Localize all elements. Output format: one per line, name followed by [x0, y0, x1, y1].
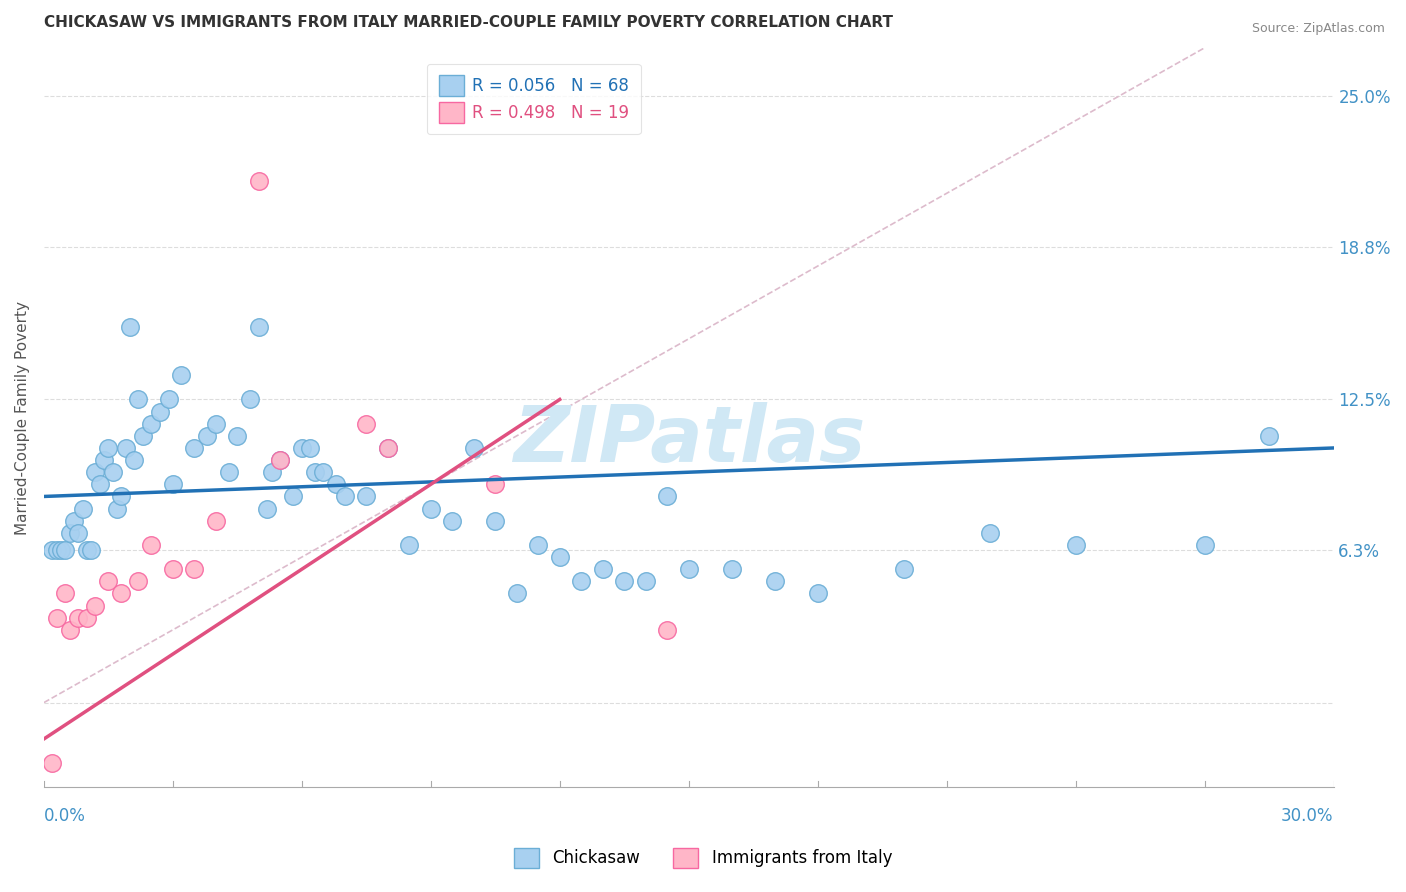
- Point: [463, 441, 485, 455]
- Point: [41, 756, 63, 771]
- Point: [205, 417, 228, 431]
- Point: [419, 501, 441, 516]
- Point: [149, 404, 172, 418]
- Point: [84, 599, 107, 613]
- Point: [325, 477, 347, 491]
- Point: [893, 562, 915, 576]
- Point: [122, 453, 145, 467]
- Point: [239, 392, 262, 407]
- Point: [1194, 538, 1216, 552]
- Text: CHICKASAW VS IMMIGRANTS FROM ITALY MARRIED-COUPLE FAMILY POVERTY CORRELATION CHA: CHICKASAW VS IMMIGRANTS FROM ITALY MARRI…: [44, 15, 893, 30]
- Point: [105, 501, 128, 516]
- Point: [226, 429, 249, 443]
- Text: 30.0%: 30.0%: [1281, 807, 1333, 825]
- Point: [97, 441, 120, 455]
- Point: [256, 501, 278, 516]
- Text: 0.0%: 0.0%: [44, 807, 86, 825]
- Point: [1064, 538, 1087, 552]
- Point: [634, 574, 657, 589]
- Point: [67, 525, 90, 540]
- Point: [127, 392, 149, 407]
- Point: [763, 574, 786, 589]
- Point: [377, 441, 399, 455]
- Legend: R = 0.056   N = 68, R = 0.498   N = 19: R = 0.056 N = 68, R = 0.498 N = 19: [427, 63, 641, 134]
- Point: [45, 611, 67, 625]
- Point: [162, 477, 184, 491]
- Point: [49, 542, 72, 557]
- Point: [89, 477, 111, 491]
- Text: ZIPatlas: ZIPatlas: [513, 401, 865, 478]
- Point: [80, 542, 103, 557]
- Point: [506, 586, 529, 600]
- Point: [548, 550, 571, 565]
- Point: [304, 465, 326, 479]
- Point: [101, 465, 124, 479]
- Point: [141, 417, 163, 431]
- Point: [527, 538, 550, 552]
- Point: [720, 562, 742, 576]
- Point: [592, 562, 614, 576]
- Point: [84, 465, 107, 479]
- Point: [218, 465, 240, 479]
- Point: [283, 490, 305, 504]
- Point: [657, 490, 679, 504]
- Point: [76, 611, 98, 625]
- Legend: Chickasaw, Immigrants from Italy: Chickasaw, Immigrants from Italy: [508, 841, 898, 875]
- Point: [356, 417, 378, 431]
- Point: [269, 453, 291, 467]
- Point: [118, 319, 141, 334]
- Point: [63, 514, 86, 528]
- Point: [132, 429, 155, 443]
- Point: [356, 490, 378, 504]
- Point: [183, 562, 205, 576]
- Point: [377, 441, 399, 455]
- Point: [269, 453, 291, 467]
- Point: [247, 319, 270, 334]
- Point: [114, 441, 136, 455]
- Point: [247, 174, 270, 188]
- Point: [613, 574, 636, 589]
- Point: [110, 490, 132, 504]
- Point: [141, 538, 163, 552]
- Point: [484, 477, 506, 491]
- Point: [398, 538, 420, 552]
- Point: [93, 453, 115, 467]
- Point: [657, 623, 679, 637]
- Point: [170, 368, 193, 383]
- Text: Source: ZipAtlas.com: Source: ZipAtlas.com: [1251, 22, 1385, 36]
- Point: [59, 623, 82, 637]
- Point: [45, 542, 67, 557]
- Point: [205, 514, 228, 528]
- Point: [59, 525, 82, 540]
- Point: [55, 542, 77, 557]
- Point: [333, 490, 356, 504]
- Point: [260, 465, 283, 479]
- Point: [979, 525, 1001, 540]
- Y-axis label: Married-Couple Family Poverty: Married-Couple Family Poverty: [15, 301, 30, 534]
- Point: [157, 392, 180, 407]
- Point: [195, 429, 218, 443]
- Point: [678, 562, 700, 576]
- Point: [55, 586, 77, 600]
- Point: [41, 542, 63, 557]
- Point: [76, 542, 98, 557]
- Point: [569, 574, 592, 589]
- Point: [67, 611, 90, 625]
- Point: [127, 574, 149, 589]
- Point: [1258, 429, 1281, 443]
- Point: [72, 501, 94, 516]
- Point: [441, 514, 464, 528]
- Point: [97, 574, 120, 589]
- Point: [291, 441, 314, 455]
- Point: [807, 586, 830, 600]
- Point: [183, 441, 205, 455]
- Point: [110, 586, 132, 600]
- Point: [312, 465, 335, 479]
- Point: [484, 514, 506, 528]
- Point: [162, 562, 184, 576]
- Point: [299, 441, 322, 455]
